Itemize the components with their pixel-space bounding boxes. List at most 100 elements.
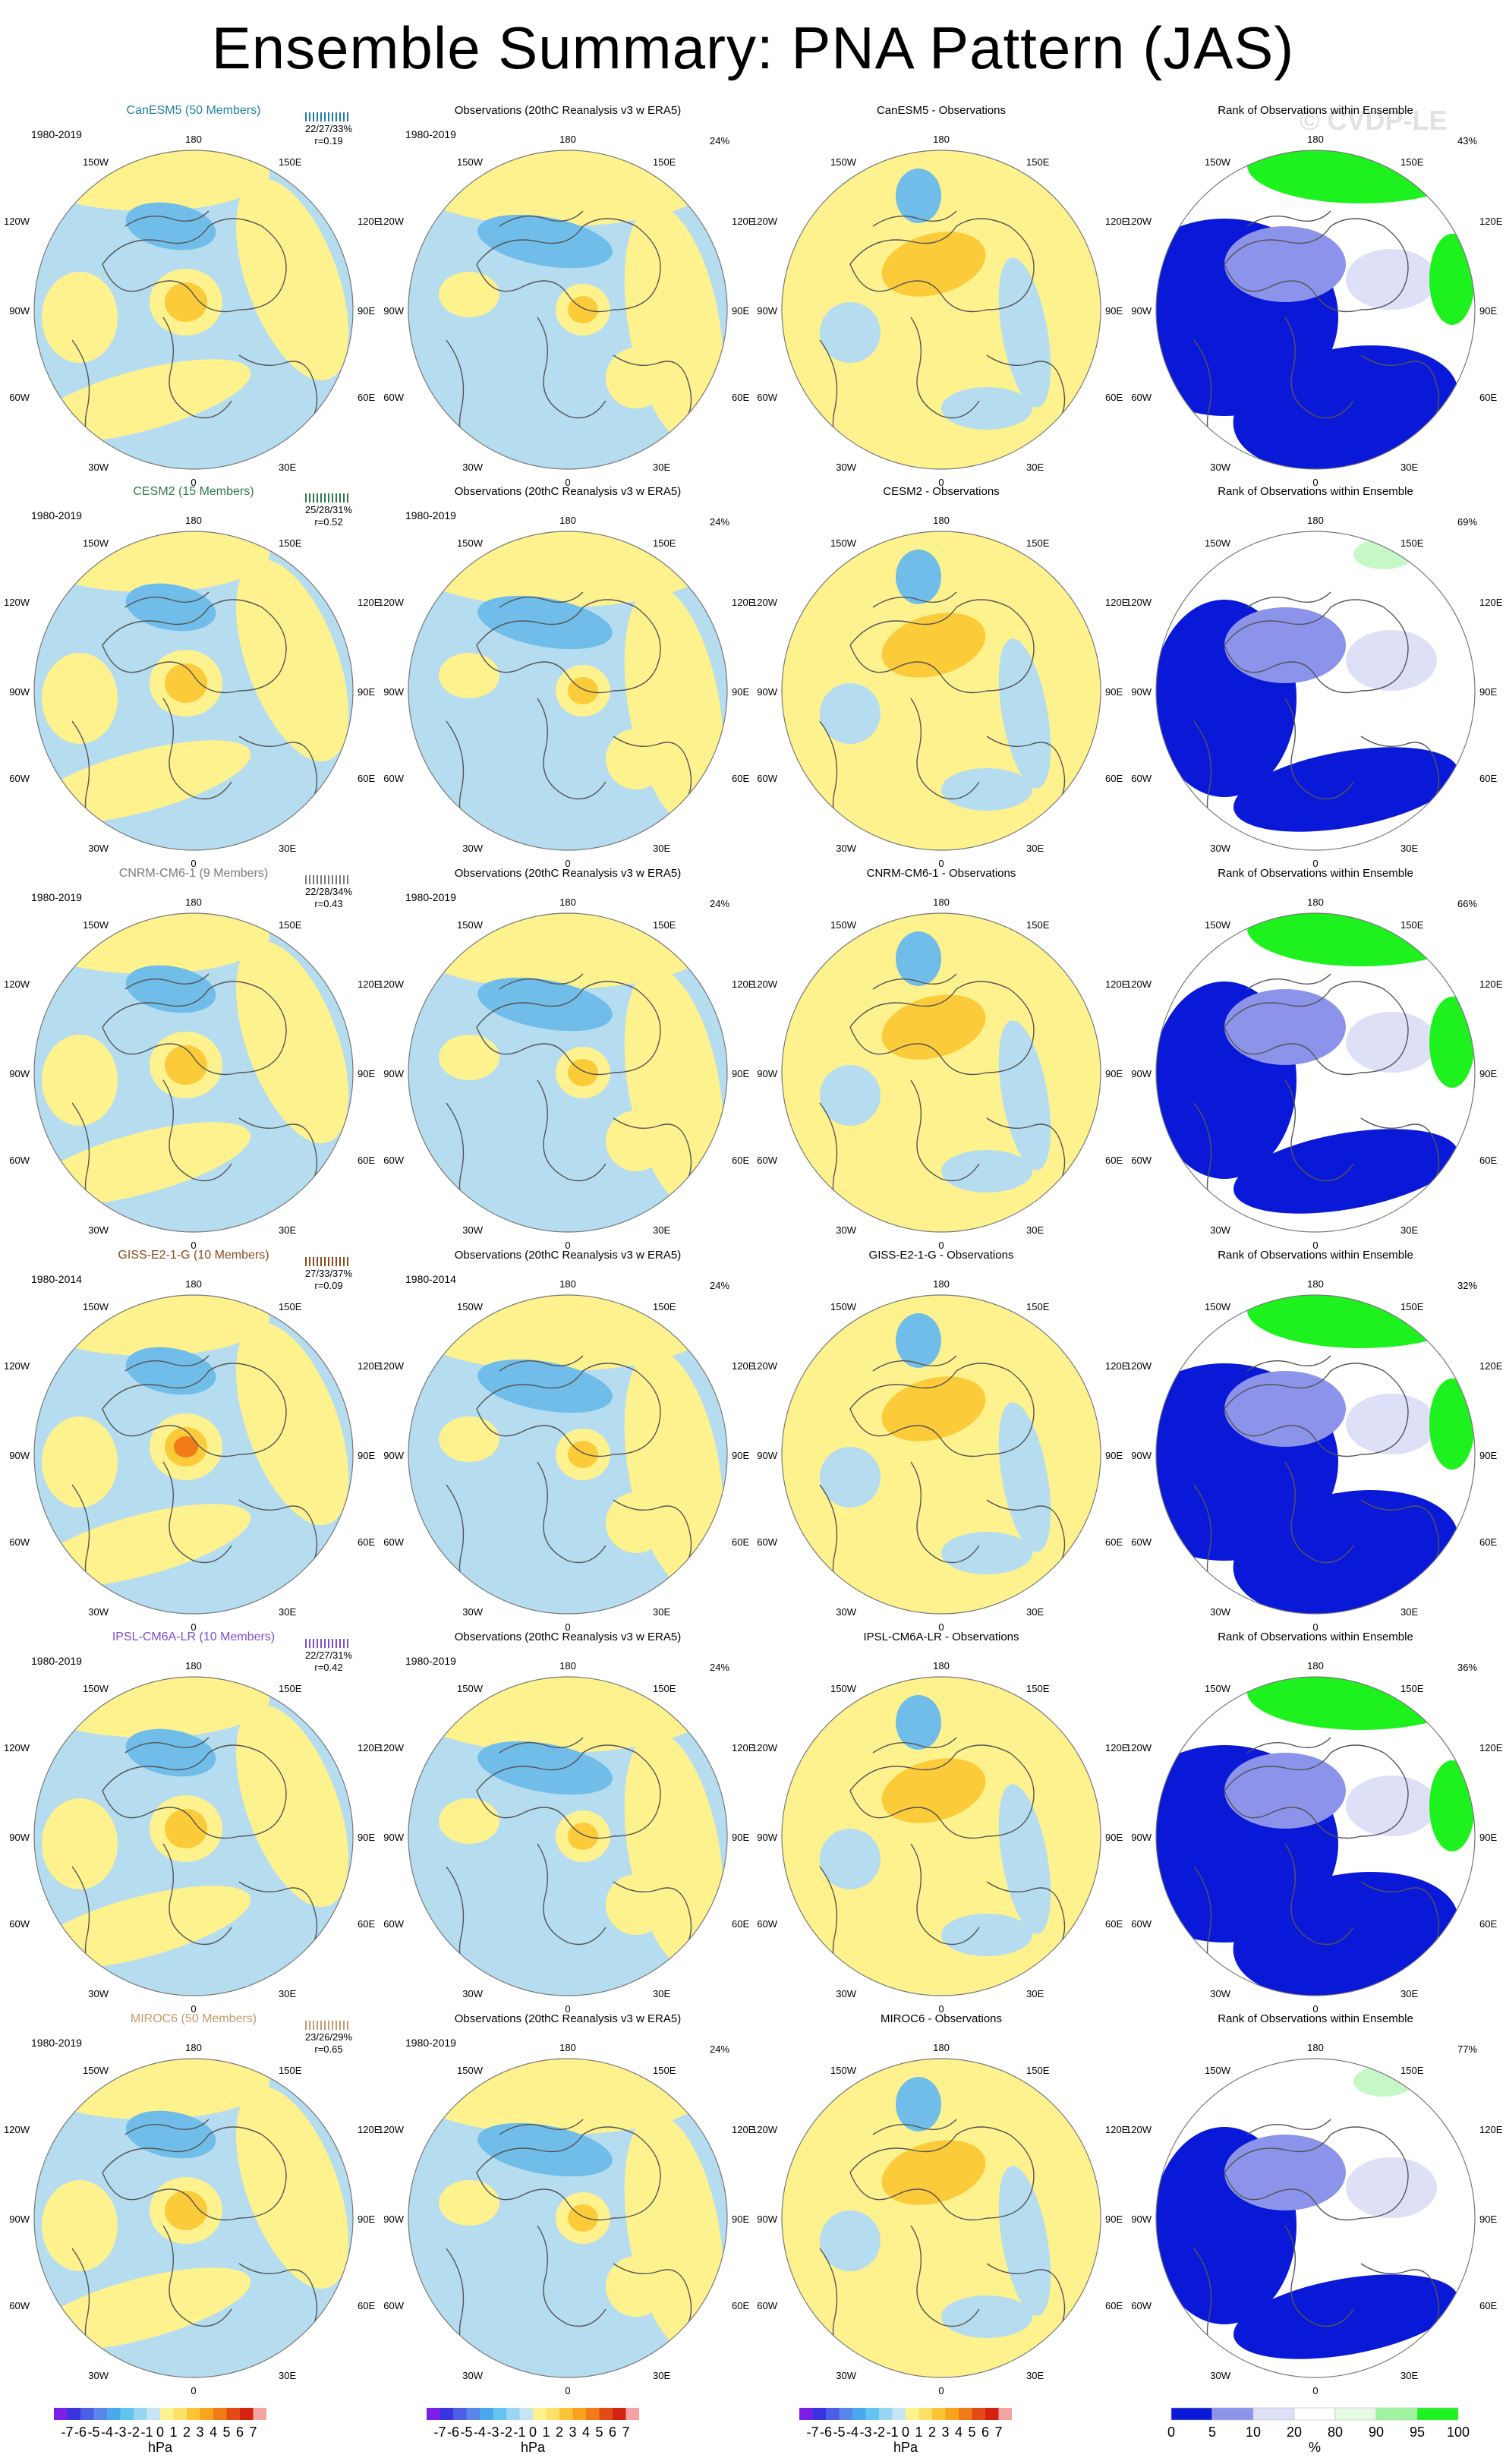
positive-core — [165, 1809, 207, 1848]
lon-label-top_left: 150W — [1205, 1301, 1231, 1312]
negative-band — [820, 683, 881, 744]
member-ticks — [305, 1257, 348, 1266]
positive-core — [165, 282, 207, 322]
lon-label-right: 90E — [1479, 1068, 1497, 1079]
coastline — [1246, 1355, 1331, 1372]
coastline — [910, 1461, 980, 1564]
lon-label-upper_right: 120E — [732, 597, 755, 608]
panel-percent: 24% — [710, 1280, 729, 1291]
coastline — [102, 2126, 287, 2221]
lon-label-lower_left: 60W — [1131, 1155, 1152, 1166]
rank-top-region — [1247, 913, 1475, 966]
lon-label-lower_right: 60E — [358, 1155, 375, 1166]
lon-label-top_right: 150E — [1400, 2065, 1424, 2076]
panel-title-diff: IPSL-CM6A-LR - Observations — [863, 1631, 1019, 1643]
rank-fill — [1156, 531, 1475, 850]
coastline — [986, 1881, 1066, 1958]
lon-label-lower_right: 60E — [1479, 773, 1497, 784]
colorbar-tick-label: -2 — [873, 2425, 885, 2440]
negative-core — [125, 2110, 216, 2159]
lon-label-bottom_right: 30E — [653, 843, 670, 854]
colorbar-tick-label: 20 — [1287, 2425, 1302, 2440]
rank-lowmid-region — [1224, 1753, 1346, 1829]
coastline — [537, 698, 606, 800]
negative-core — [896, 931, 941, 986]
lon-label-lower_left: 60W — [9, 1918, 30, 1930]
negative-band — [820, 302, 881, 363]
lon-label-upper_left: 120W — [4, 1360, 30, 1372]
lon-label-upper_left: 120W — [1126, 597, 1152, 608]
lon-label-top: 180 — [185, 1278, 202, 1290]
lon-label-right: 90E — [1105, 686, 1123, 698]
lon-label-upper_left: 120W — [1126, 978, 1152, 990]
panel-period: 1980-2019 — [31, 1655, 82, 1667]
positive-core — [881, 2140, 986, 2205]
lon-label-upper_right: 120E — [732, 978, 755, 990]
map-fill — [408, 1677, 727, 1996]
lon-label-left: 90W — [757, 686, 777, 698]
lon-label-bottom_right: 30E — [653, 2370, 670, 2381]
lon-label-left: 90W — [757, 1068, 777, 1079]
coastline — [1224, 2126, 1409, 2221]
lon-label-top_right: 150E — [279, 1683, 302, 1694]
coastline — [1246, 2119, 1331, 2135]
lon-label-right: 90E — [358, 305, 375, 317]
coastline — [1246, 210, 1331, 227]
lon-label-upper_right: 120E — [358, 216, 381, 227]
diff-panel: IPSL-CM6A-LR - Observations 180 150W 150E 12… — [751, 1631, 1129, 2015]
lon-label-top: 180 — [559, 1660, 576, 1672]
lon-label-bottom_right: 30E — [653, 1224, 670, 1236]
colorbar-tick-label: 95 — [1410, 2425, 1425, 2440]
map-boundary — [33, 531, 354, 851]
lon-label-lower_right: 60E — [732, 773, 749, 784]
lon-label-lower_right: 60E — [1105, 773, 1123, 784]
panel-period: 1980-2019 — [405, 509, 456, 521]
coastline — [238, 1881, 318, 1958]
positive-core — [881, 994, 986, 1060]
rank-lowmid-region — [1224, 607, 1346, 683]
negative-band — [998, 1020, 1051, 1171]
lon-label-top_left: 150W — [457, 1683, 484, 1694]
colorbar-swatch — [107, 2408, 121, 2420]
negative-core — [896, 1695, 941, 1750]
lon-label-bottom: 0 — [191, 2003, 196, 2015]
lon-label-lower_right: 60E — [732, 1918, 749, 1930]
lon-label-bottom: 0 — [938, 2003, 944, 2015]
colorbar-swatch — [173, 2408, 187, 2420]
lon-label-right: 90E — [358, 686, 375, 698]
panel-title-obs: Observations (20thC Reanalysis v3 w ERA5… — [455, 104, 681, 117]
positive-core — [174, 1436, 198, 1457]
lon-label-lower_left: 60W — [9, 2300, 30, 2311]
colorbar-tick-label: 3 — [569, 2425, 576, 2440]
panel-title-rank: Rank of Observations within Ensemble — [1218, 1631, 1413, 1643]
lon-label-upper_right: 120E — [1105, 978, 1129, 990]
lon-label-left: 90W — [383, 686, 404, 698]
colorbar-tick-label: -5 — [460, 2425, 472, 2440]
lon-label-bottom: 0 — [1312, 1240, 1318, 1251]
lon-label-bottom_right: 30E — [653, 462, 670, 473]
colorbar-swatch — [506, 2408, 520, 2420]
colorbar-swatch — [253, 2408, 266, 2420]
lon-label-left: 90W — [9, 305, 30, 317]
negative-core — [125, 202, 216, 250]
lon-label-right: 90E — [1479, 2214, 1497, 2225]
colorbar-unit: % — [1309, 2440, 1321, 2455]
coastline — [238, 354, 318, 432]
coastline — [124, 973, 210, 990]
lon-label-bottom: 0 — [565, 1621, 570, 1633]
lon-label-bottom: 0 — [565, 2385, 570, 2396]
colorbar-swatch — [826, 2408, 840, 2420]
colorbar-swatch — [453, 2408, 467, 2420]
lon-label-top: 180 — [933, 1660, 950, 1672]
model-panel: GISS-E2-1-G (10 Members) 1980-2014 27/33/3… — [4, 1249, 381, 1633]
panel-correlation: r=0.65 — [314, 2043, 342, 2055]
positive-band — [42, 1416, 118, 1508]
lon-label-bottom_left: 30W — [836, 462, 856, 473]
lon-label-top: 180 — [185, 1660, 202, 1672]
colorbar-tick-label: 3 — [196, 2425, 203, 2440]
lon-label-lower_left: 60W — [383, 1918, 404, 1930]
colorbar-tick-label: 6 — [609, 2425, 616, 2440]
negative-band — [998, 1784, 1051, 1934]
rank-top-region — [1247, 1677, 1475, 1730]
colorbar-swatch — [1334, 2407, 1377, 2421]
